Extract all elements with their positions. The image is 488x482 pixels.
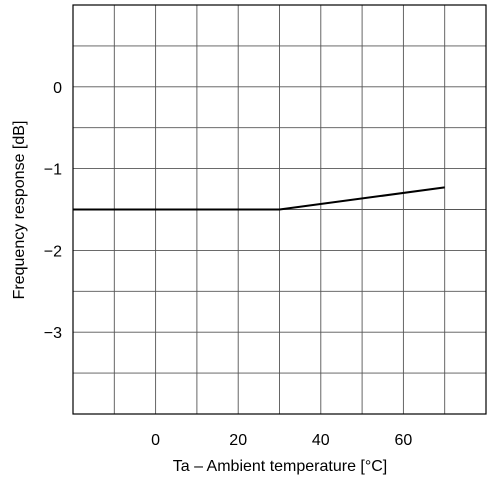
y-tick-label: −1 [44,162,62,179]
y-tick-label: −3 [44,325,62,342]
y-tick-label: −2 [44,243,62,260]
x-tick-label: 40 [312,432,330,449]
series-layer [73,186,445,211]
x-tick-label: 60 [395,432,413,449]
x-tick-labels: 0 20 40 60 [151,432,412,449]
y-tick-label: 0 [53,80,62,97]
x-tick-label: 20 [229,432,247,449]
plot-frame [72,4,487,415]
x-axis-label: Ta – Ambient temperature [°C] [173,458,388,475]
y-axis-label: Frequency response [dB] [11,121,28,300]
x-tick-label: 0 [151,432,160,449]
y-tick-labels: 0 −1 −2 −3 [44,80,62,342]
series-line-0 [73,186,445,211]
